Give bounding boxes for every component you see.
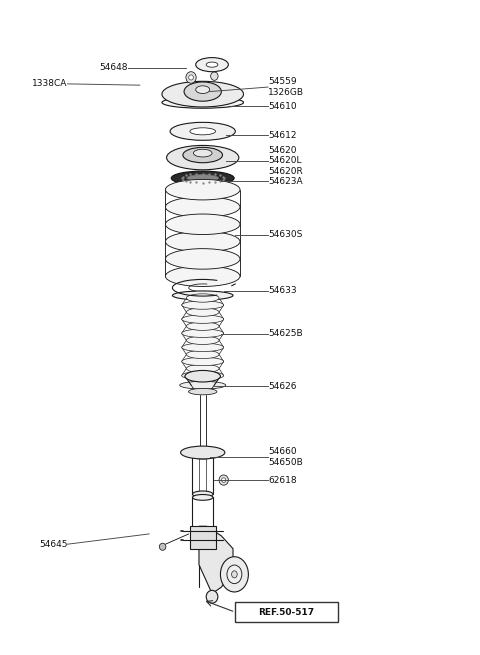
Ellipse shape: [186, 364, 219, 373]
Ellipse shape: [185, 371, 220, 382]
Text: 54612: 54612: [268, 130, 297, 140]
Ellipse shape: [186, 71, 196, 83]
Ellipse shape: [186, 294, 219, 302]
Ellipse shape: [162, 81, 243, 107]
Ellipse shape: [187, 175, 218, 181]
Ellipse shape: [172, 291, 233, 300]
Ellipse shape: [159, 543, 166, 550]
Ellipse shape: [220, 557, 248, 592]
Ellipse shape: [184, 82, 221, 101]
Bar: [235, 602, 338, 622]
Text: 54626: 54626: [268, 382, 297, 391]
Ellipse shape: [186, 308, 219, 316]
Ellipse shape: [182, 371, 224, 380]
Ellipse shape: [182, 329, 224, 337]
Ellipse shape: [180, 381, 226, 389]
Ellipse shape: [183, 147, 223, 162]
Ellipse shape: [192, 491, 213, 497]
Text: 54633: 54633: [268, 286, 297, 295]
Ellipse shape: [206, 590, 218, 603]
Polygon shape: [199, 526, 233, 593]
Ellipse shape: [166, 179, 240, 200]
Ellipse shape: [162, 97, 243, 108]
Text: 54559
1326GB: 54559 1326GB: [268, 77, 304, 97]
Text: 54630S: 54630S: [268, 230, 302, 239]
Ellipse shape: [166, 196, 240, 217]
Ellipse shape: [182, 301, 224, 309]
Ellipse shape: [186, 336, 219, 345]
Text: 54623A: 54623A: [268, 177, 302, 186]
Ellipse shape: [219, 475, 228, 485]
Ellipse shape: [189, 388, 217, 395]
Text: 62618: 62618: [268, 476, 297, 485]
Ellipse shape: [166, 249, 240, 269]
Text: 1338CA: 1338CA: [32, 79, 68, 88]
Ellipse shape: [182, 343, 224, 352]
Ellipse shape: [232, 571, 237, 578]
Ellipse shape: [196, 58, 228, 71]
Text: 54625B: 54625B: [268, 329, 302, 339]
Text: 54610: 54610: [268, 102, 297, 111]
Ellipse shape: [180, 446, 225, 459]
Text: 54620
54620L
54620R: 54620 54620L 54620R: [268, 146, 303, 176]
Ellipse shape: [167, 145, 239, 170]
Ellipse shape: [193, 149, 212, 157]
Ellipse shape: [182, 315, 224, 324]
Ellipse shape: [186, 350, 219, 358]
Ellipse shape: [196, 86, 210, 94]
Ellipse shape: [186, 322, 219, 330]
Ellipse shape: [222, 478, 226, 482]
Ellipse shape: [171, 171, 234, 185]
Ellipse shape: [211, 72, 218, 81]
Ellipse shape: [166, 231, 240, 252]
Text: 54645: 54645: [39, 540, 68, 549]
Ellipse shape: [190, 128, 216, 135]
Text: 54648: 54648: [100, 64, 128, 72]
Ellipse shape: [206, 62, 218, 67]
Ellipse shape: [192, 495, 213, 500]
Bar: [190, 526, 216, 549]
Ellipse shape: [227, 565, 242, 584]
Ellipse shape: [166, 214, 240, 234]
Text: REF.50-517: REF.50-517: [259, 608, 315, 616]
Text: 54660
54650B: 54660 54650B: [268, 447, 303, 467]
Ellipse shape: [166, 266, 240, 286]
Ellipse shape: [192, 453, 213, 459]
Ellipse shape: [182, 358, 224, 365]
Ellipse shape: [170, 122, 235, 140]
Ellipse shape: [189, 75, 193, 80]
